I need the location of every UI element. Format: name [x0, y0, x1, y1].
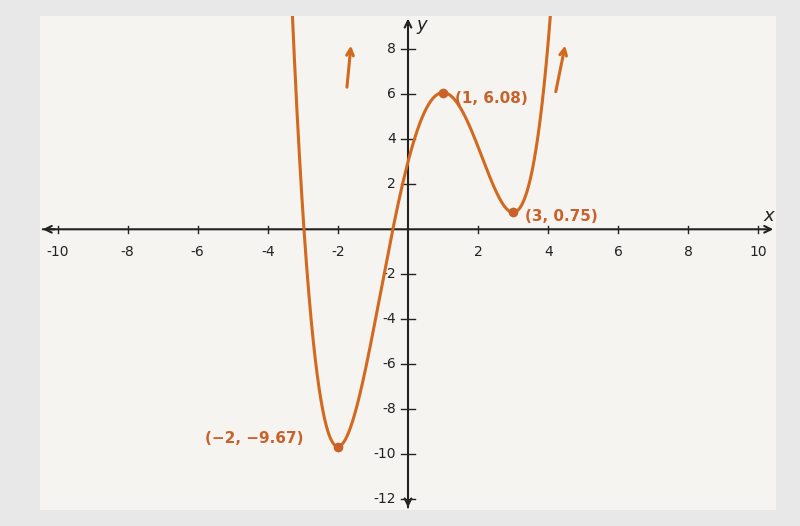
Text: x: x — [764, 207, 774, 225]
Text: 2: 2 — [474, 245, 482, 259]
Text: -2: -2 — [331, 245, 345, 259]
Text: -4: -4 — [261, 245, 274, 259]
Text: 4: 4 — [387, 133, 396, 146]
Text: (3, 0.75): (3, 0.75) — [526, 209, 598, 225]
Text: -4: -4 — [382, 312, 396, 326]
Text: -6: -6 — [382, 357, 396, 371]
Text: -10: -10 — [374, 447, 396, 461]
Text: 8: 8 — [684, 245, 693, 259]
Text: -10: -10 — [46, 245, 69, 259]
Text: -2: -2 — [382, 267, 396, 281]
Text: 6: 6 — [614, 245, 622, 259]
Text: -12: -12 — [374, 492, 396, 506]
Text: 8: 8 — [387, 43, 396, 56]
Text: 4: 4 — [544, 245, 553, 259]
Text: 2: 2 — [387, 177, 396, 191]
Text: y: y — [417, 16, 427, 34]
Text: 6: 6 — [387, 87, 396, 102]
Text: 10: 10 — [750, 245, 767, 259]
Text: -8: -8 — [121, 245, 134, 259]
Text: -6: -6 — [191, 245, 205, 259]
Text: (1, 6.08): (1, 6.08) — [455, 92, 528, 106]
Text: (−2, −9.67): (−2, −9.67) — [205, 431, 303, 446]
Text: -8: -8 — [382, 402, 396, 416]
